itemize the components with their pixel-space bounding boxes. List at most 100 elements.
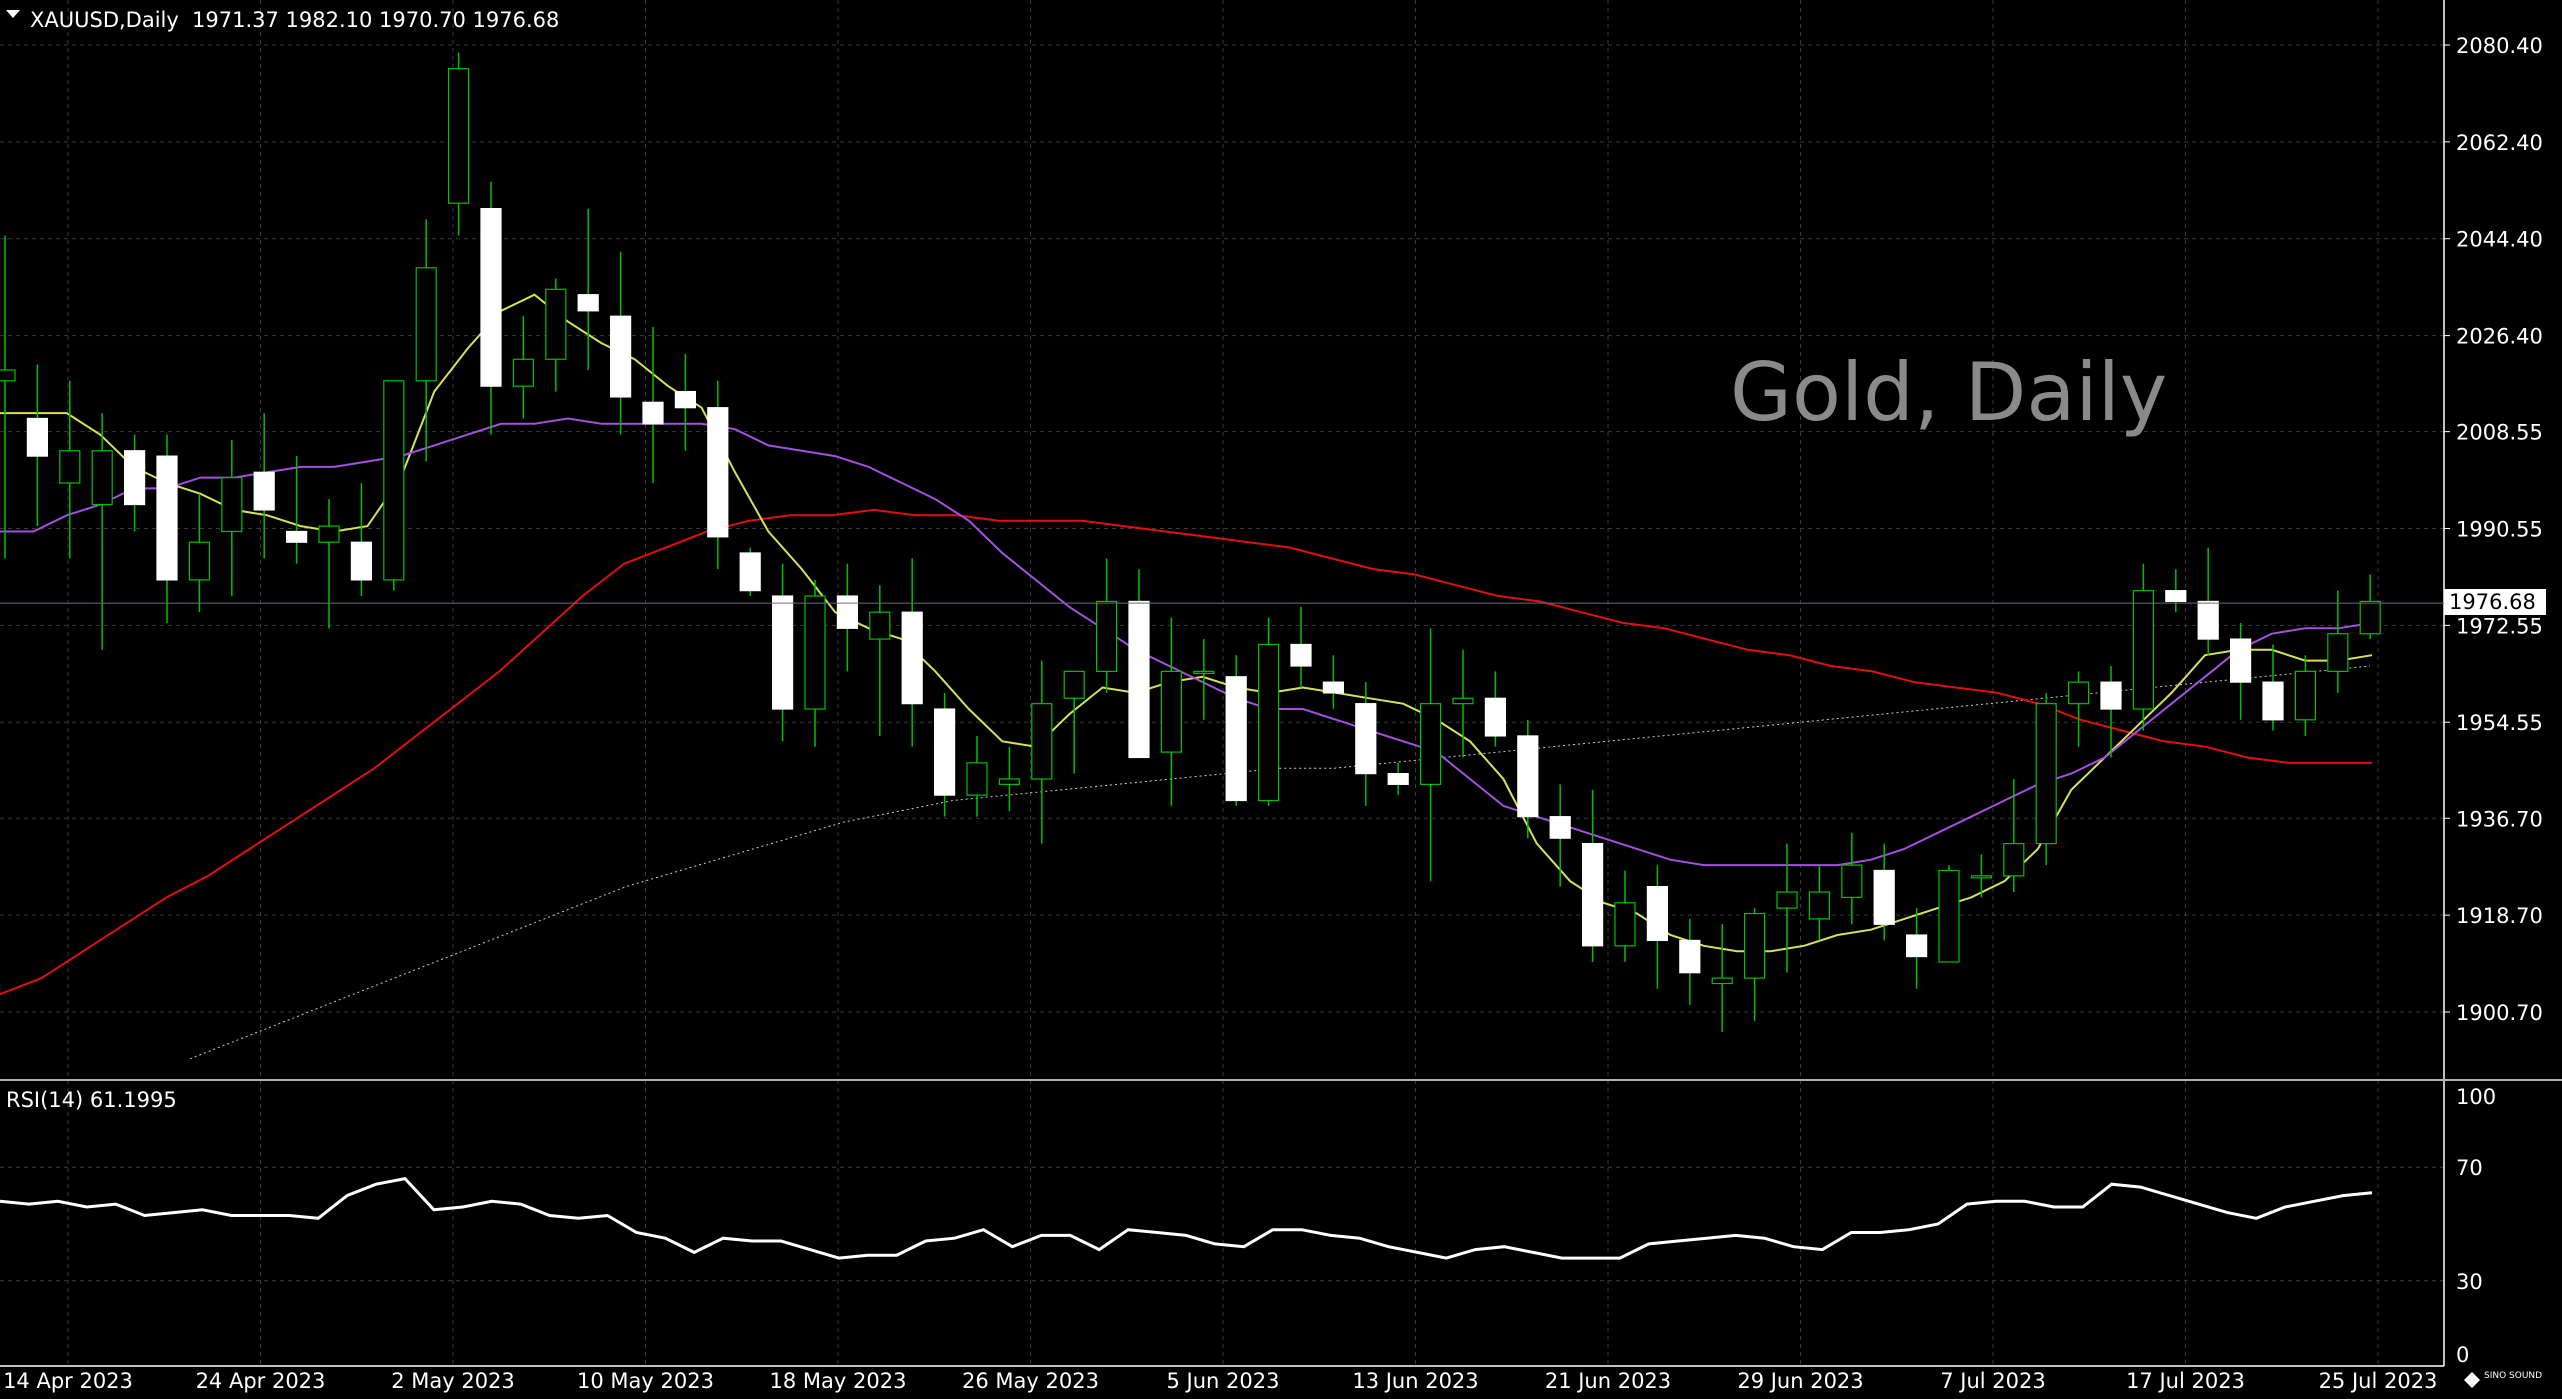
candle bbox=[1257, 617, 1280, 806]
candle-body bbox=[804, 595, 826, 710]
candle-body bbox=[1517, 735, 1539, 818]
candle-body bbox=[1257, 643, 1280, 802]
candle bbox=[771, 563, 794, 742]
symbol-label: XAUUSD,Daily bbox=[30, 8, 179, 32]
candle bbox=[836, 563, 859, 672]
candle bbox=[2230, 622, 2252, 720]
candle-body bbox=[2100, 681, 2122, 710]
candle-body bbox=[2003, 842, 2025, 877]
candle bbox=[1517, 719, 1539, 839]
grid bbox=[0, 0, 2444, 1366]
candle-body bbox=[545, 288, 567, 360]
candle bbox=[286, 456, 308, 564]
candle-body bbox=[1679, 939, 1701, 974]
candle bbox=[2359, 574, 2381, 640]
candle-body bbox=[901, 611, 923, 705]
candle bbox=[1614, 870, 1636, 962]
candle-body bbox=[1484, 697, 1507, 737]
x-tick-label: 18 May 2023 bbox=[770, 1369, 907, 1393]
ohlc-values: 1971.37 1982.10 1970.70 1976.68 bbox=[192, 8, 559, 32]
candle bbox=[869, 585, 891, 736]
candle bbox=[2068, 671, 2090, 747]
candle-body bbox=[739, 552, 761, 592]
candle-body bbox=[26, 417, 48, 457]
candle bbox=[1063, 670, 1085, 774]
price-tick-label: 2044.40 bbox=[2456, 228, 2543, 252]
rsi-label: RSI(14) 61.1995 bbox=[6, 1088, 177, 1112]
candle-body bbox=[383, 380, 405, 581]
candle bbox=[1387, 762, 1409, 796]
candle bbox=[2262, 644, 2284, 731]
candle-body bbox=[771, 595, 794, 710]
candle bbox=[804, 579, 826, 747]
watermark-title: Gold, Daily bbox=[1730, 346, 2167, 439]
ma-long-line bbox=[189, 665, 2371, 1060]
candle bbox=[1193, 639, 1215, 720]
candle-body bbox=[1970, 875, 1993, 879]
candle-body bbox=[2132, 590, 2154, 710]
candle-body bbox=[2294, 670, 2316, 721]
candle-body bbox=[221, 477, 243, 533]
candle-body bbox=[609, 315, 632, 398]
candle-body bbox=[1355, 703, 1377, 775]
candle bbox=[1225, 655, 1247, 806]
ma-slow-line bbox=[0, 508, 2372, 996]
candle bbox=[2294, 655, 2316, 736]
candle bbox=[998, 746, 1021, 812]
candle-body bbox=[707, 407, 729, 538]
x-tick-label: 24 Apr 2023 bbox=[196, 1369, 326, 1393]
candle bbox=[415, 219, 437, 462]
candle bbox=[609, 251, 632, 435]
candle bbox=[901, 558, 923, 747]
candle bbox=[59, 380, 81, 559]
candle bbox=[642, 326, 664, 484]
x-tick-label: 2 May 2023 bbox=[391, 1369, 515, 1393]
candle bbox=[188, 493, 210, 613]
candles[interactable] bbox=[0, 52, 2381, 1032]
candle-body bbox=[1160, 670, 1183, 753]
x-tick-label: 14 Apr 2023 bbox=[3, 1369, 133, 1393]
candle-body bbox=[286, 530, 308, 543]
collapse-triangle-icon[interactable] bbox=[6, 10, 20, 18]
corner-logo: SINO SOUND bbox=[2464, 1371, 2542, 1388]
candle bbox=[0, 235, 16, 559]
x-tick-label: 10 May 2023 bbox=[577, 1369, 714, 1393]
x-tick-label: 26 May 2023 bbox=[962, 1369, 1099, 1393]
candle-body bbox=[2262, 681, 2284, 721]
candle-body bbox=[577, 294, 599, 312]
candle bbox=[91, 413, 113, 650]
candle bbox=[1938, 865, 1960, 963]
candle-body bbox=[1322, 681, 1345, 694]
candle-body bbox=[123, 450, 146, 506]
candle bbox=[350, 483, 372, 597]
diamond-logo-icon bbox=[2464, 1372, 2480, 1388]
corner-logo-text: SINO SOUND bbox=[2484, 1371, 2542, 1381]
candle bbox=[1743, 908, 1766, 1022]
price-tick-label: 1990.55 bbox=[2456, 518, 2543, 542]
candle bbox=[253, 413, 275, 559]
price-tick-label: 1954.55 bbox=[2456, 711, 2543, 735]
candle bbox=[966, 735, 988, 817]
candle-body bbox=[1128, 600, 1150, 759]
price-tick-label: 2080.40 bbox=[2456, 34, 2543, 58]
candle-body bbox=[1614, 902, 1636, 947]
candle bbox=[1128, 569, 1150, 759]
candle-body bbox=[318, 525, 340, 543]
price-tick-label: 2008.55 bbox=[2456, 421, 2543, 445]
candle-body bbox=[1290, 643, 1312, 667]
candle-body bbox=[1711, 977, 1733, 985]
candle bbox=[2165, 569, 2187, 613]
candle bbox=[1484, 671, 1507, 747]
candle-body bbox=[2230, 638, 2252, 683]
candle bbox=[2035, 692, 2057, 866]
candle bbox=[383, 380, 405, 591]
candle bbox=[221, 439, 243, 597]
rsi-panel bbox=[0, 1166, 2444, 1282]
x-tick-label: 5 Jun 2023 bbox=[1167, 1369, 1280, 1393]
price-tick-label: 2062.40 bbox=[2456, 131, 2543, 155]
x-tick-label: 29 Jun 2023 bbox=[1737, 1369, 1863, 1393]
candle bbox=[1419, 628, 1442, 882]
candle-body bbox=[1063, 670, 1085, 699]
